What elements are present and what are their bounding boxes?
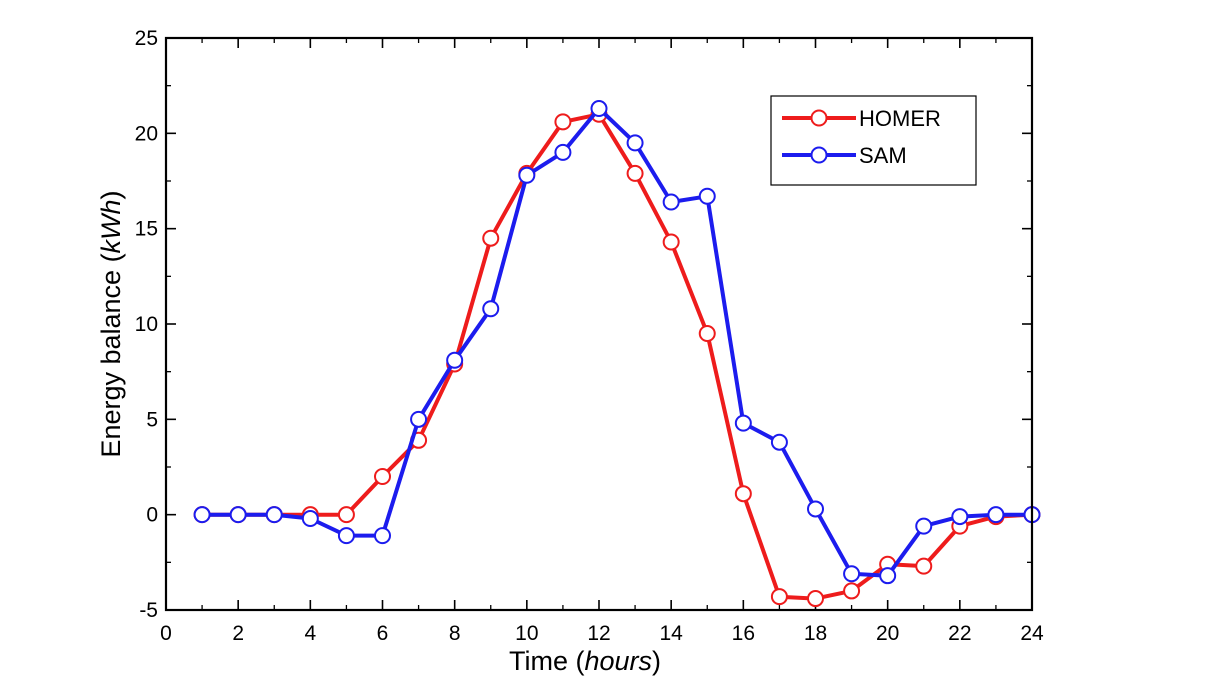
legend-item-homer: HOMER [782,106,941,131]
data-point-sam [554,143,572,161]
x-tick-label: 10 [515,622,538,645]
data-point-sam [337,527,355,545]
data-point-homer [843,582,861,600]
x-tick-label: 8 [449,622,461,645]
legend-marker-sam [810,146,828,164]
data-point-homer [770,588,788,606]
data-point-homer [915,557,933,575]
y-axis-label: Energy balance [96,270,126,458]
y-axis-unit: kWh [96,199,126,253]
x-tick-label: 4 [304,622,316,645]
data-point-sam [698,187,716,205]
legend-label-homer: HOMER [859,106,941,131]
legend-label-sam: SAM [859,143,907,168]
y-tick-label: 25 [135,27,158,50]
data-point-homer [807,590,824,608]
data-point-homer [482,229,500,247]
y-tick-label: 0 [146,504,158,527]
legend-marker-homer [810,109,828,127]
data-point-homer [626,164,644,182]
data-point-sam [374,527,391,545]
data-point-sam [229,506,247,524]
data-point-sam [590,100,608,118]
x-axis-unit: hours [584,646,652,676]
data-point-sam [879,567,897,585]
x-tick-label: 14 [659,622,683,645]
x-tick-label: 6 [377,622,389,645]
x-axis-label: Time [509,646,568,676]
x-tick-label: 12 [587,622,610,645]
data-point-sam [518,166,536,184]
data-point-homer [337,506,355,524]
series-sam [193,100,1041,585]
data-point-sam [734,414,752,432]
y-tick-label: 20 [135,122,158,145]
x-tick-label: 0 [160,622,172,645]
x-tick-label: 24 [1020,622,1044,645]
x-tick-label: 2 [232,622,244,645]
y-tick-label: 15 [135,218,158,241]
data-point-sam [915,517,933,535]
data-point-sam [626,134,644,152]
data-point-sam [951,508,969,526]
legend: HOMER SAM [770,95,977,186]
legend-item-sam: SAM [782,143,907,168]
data-point-homer [734,485,752,503]
x-axis-title: Time (hours) [509,646,661,676]
y-tick-label: 5 [146,408,158,431]
data-point-sam [807,500,824,518]
data-point-homer [662,233,680,251]
legend-box [770,95,977,186]
x-tick-label: 18 [804,622,827,645]
y-tick-label: -5 [139,599,158,622]
x-tick-label: 20 [876,622,899,645]
data-point-sam [662,193,680,211]
data-point-homer [698,325,716,343]
data-point-sam [770,433,788,451]
data-point-sam [301,509,319,527]
data-point-sam [265,506,283,524]
data-point-sam [843,565,861,583]
data-point-homer [374,468,391,486]
y-tick-label: 10 [135,313,158,336]
y-axis-title: Energy balance (kWh) [96,190,126,457]
data-point-sam [446,351,464,369]
data-point-sam [482,300,500,318]
data-point-homer [554,113,572,131]
x-tick-label: 16 [732,622,755,645]
x-tick-label: 22 [948,622,971,645]
data-point-sam [193,506,211,524]
data-point-sam [987,506,1005,524]
data-point-sam [410,410,428,428]
plot-area-frame [164,36,1034,612]
